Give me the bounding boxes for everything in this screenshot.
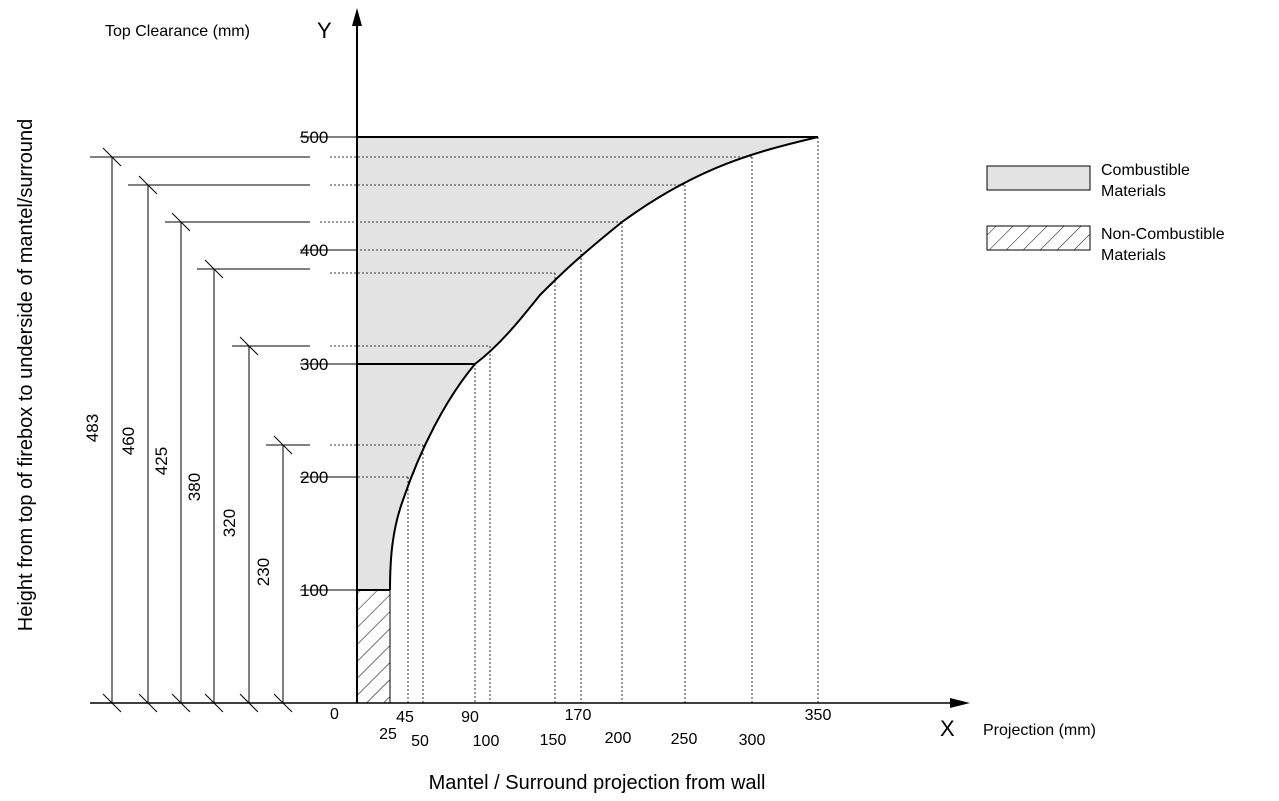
x-axis-title: Projection (mm): [983, 722, 1096, 739]
clearance-curve: [389, 136, 819, 591]
height-label-380: 380: [185, 473, 204, 501]
legend-combustible-line1: Combustible: [1101, 162, 1190, 179]
legend-combustible-swatch: [986, 165, 1091, 191]
legend: Combustible Materials Non-Combustible Ma…: [986, 162, 1225, 264]
x-tick-170: 170: [565, 707, 592, 724]
x-tick-45: 45: [396, 709, 414, 726]
legend-non-combustible-swatch: [986, 225, 1091, 251]
y-axis-letter: Y: [317, 18, 332, 43]
x-tick-350: 350: [805, 707, 832, 724]
y-tick-500: 500: [300, 128, 328, 147]
y-tick-100: 100: [300, 581, 328, 600]
height-dimensions: [90, 147, 310, 713]
legend-non-combustible-line1: Non-Combustible: [1101, 226, 1225, 243]
x-tick-150: 150: [540, 732, 567, 749]
height-label-425: 425: [152, 447, 171, 475]
x-tick-250: 250: [671, 731, 698, 748]
non-combustible-region: [356, 589, 391, 704]
height-label-320: 320: [220, 509, 239, 537]
horizontal-guides: [320, 156, 752, 478]
y-tick-400: 400: [300, 241, 328, 260]
bottom-caption: Mantel / Surround projection from wall: [429, 772, 766, 794]
height-label-483: 483: [83, 414, 102, 442]
height-label-460: 460: [119, 427, 138, 455]
vertical-caption: Height from top of firebox to underside …: [15, 119, 37, 632]
y-axis-title: Top Clearance (mm): [105, 23, 250, 40]
x-tick-25: 25: [379, 726, 397, 743]
x-tick-200: 200: [605, 730, 632, 747]
y-axis-arrow: [352, 8, 362, 26]
legend-combustible-line2: Materials: [1101, 183, 1166, 200]
vertical-guides: [389, 137, 819, 703]
x-axis-arrow: [950, 698, 970, 708]
x-tick-90: 90: [461, 709, 479, 726]
x-tick-100: 100: [473, 733, 500, 750]
origin-label: 0: [330, 706, 339, 723]
y-tick-200: 200: [300, 468, 328, 487]
x-axis-letter: X: [940, 716, 955, 741]
x-tick-50: 50: [411, 733, 429, 750]
y-tick-300: 300: [300, 355, 328, 374]
legend-non-combustible-line2: Materials: [1101, 247, 1166, 264]
x-tick-300: 300: [739, 732, 766, 749]
height-label-230: 230: [254, 558, 273, 586]
